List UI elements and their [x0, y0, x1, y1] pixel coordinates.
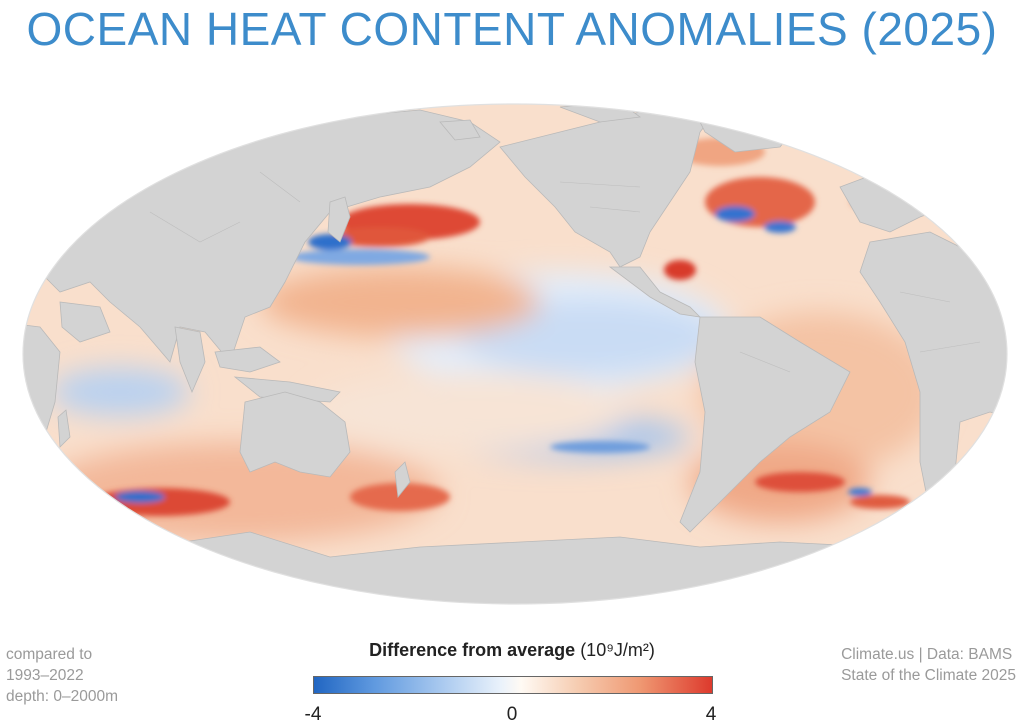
- legend-title-text: Difference from average: [369, 640, 576, 660]
- globe-outline: [22, 103, 1008, 605]
- legend-color-bar: [313, 676, 713, 694]
- border-lines: [149, 171, 981, 373]
- legend-unit: (10⁹J/m²): [580, 640, 655, 660]
- source-note-line-1: Climate.us | Data: BAMS: [841, 646, 1013, 663]
- legend-min-label: -4: [304, 704, 322, 725]
- ocean-heat-map[interactable]: [0, 92, 1024, 612]
- source-note: Climate.us | Data: BAMS State of the Cli…: [841, 644, 1016, 686]
- legend-mid-label: 0: [506, 704, 518, 725]
- page-title: OCEAN HEAT CONTENT ANOMALIES (2025): [26, 3, 998, 55]
- baseline-note-line-1: compared to: [6, 646, 93, 663]
- legend-max-label: 4: [705, 704, 717, 725]
- baseline-note-line-2: 1993–2022: [6, 667, 84, 684]
- baseline-note-line-3: depth: 0–2000m: [6, 688, 119, 705]
- source-note-line-2: State of the Climate 2025: [841, 667, 1016, 684]
- map-svg: [22, 103, 1008, 605]
- legend-title: Difference from average (10⁹J/m²): [300, 640, 724, 661]
- baseline-note: compared to 1993–2022 depth: 0–2000m: [6, 644, 118, 707]
